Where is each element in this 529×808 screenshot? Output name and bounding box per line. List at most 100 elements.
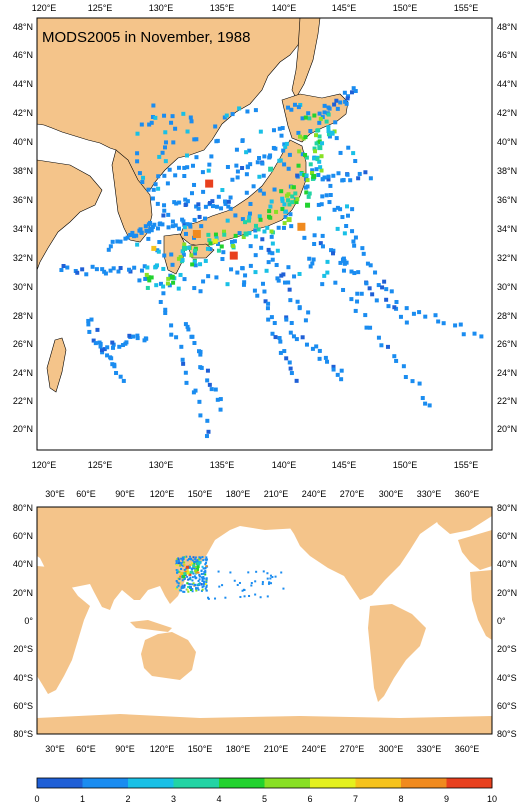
observation-cell bbox=[360, 246, 365, 251]
observation-cell bbox=[186, 575, 189, 578]
observation-cell bbox=[288, 330, 293, 335]
observation-cell bbox=[312, 233, 317, 238]
observation-cell bbox=[287, 202, 292, 207]
observation-cell bbox=[192, 582, 195, 585]
observation-cell bbox=[245, 109, 250, 114]
observation-cell bbox=[350, 229, 355, 234]
observation-cell bbox=[216, 194, 221, 199]
observation-cell bbox=[370, 292, 375, 297]
observation-cell bbox=[188, 222, 193, 227]
observation-cell bbox=[194, 155, 199, 160]
observation-cell bbox=[176, 570, 179, 573]
observation-cell bbox=[244, 150, 249, 155]
observation-cell bbox=[453, 323, 458, 328]
observation-cell bbox=[208, 201, 213, 206]
observation-cell bbox=[197, 349, 202, 354]
lon-label-125: 125°E bbox=[88, 3, 113, 13]
observation-cell bbox=[235, 270, 240, 275]
observation-cell bbox=[314, 344, 319, 349]
observation-cell bbox=[303, 135, 308, 140]
observation-cell bbox=[147, 278, 152, 283]
observation-cell bbox=[226, 199, 231, 204]
observation-cell bbox=[189, 570, 193, 574]
observation-cell bbox=[243, 273, 248, 278]
observation-cell bbox=[218, 407, 223, 412]
observation-cell bbox=[118, 266, 123, 271]
observation-cell bbox=[316, 172, 321, 177]
observation-cell bbox=[286, 217, 292, 223]
observation-cell bbox=[182, 575, 186, 579]
observation-cell bbox=[120, 343, 125, 348]
observation-cell bbox=[154, 283, 159, 288]
observation-cell bbox=[286, 198, 291, 203]
observation-cell bbox=[319, 202, 324, 207]
observation-cell bbox=[182, 277, 187, 282]
observation-cell bbox=[226, 204, 231, 209]
observation-cell bbox=[266, 301, 271, 306]
lat-label-left: 44°N bbox=[13, 79, 33, 89]
observation-cell bbox=[196, 206, 201, 211]
observation-cell bbox=[299, 171, 304, 176]
observation-cell bbox=[332, 207, 337, 212]
observation-cell bbox=[197, 588, 200, 591]
observation-cell bbox=[331, 367, 336, 372]
observation-cell bbox=[340, 215, 345, 220]
observation-cell bbox=[322, 175, 327, 180]
observation-cell bbox=[392, 354, 397, 359]
glon-label-top: 120°E bbox=[150, 489, 175, 499]
observation-cell bbox=[248, 244, 253, 249]
glon-label-bottom: 330°E bbox=[417, 744, 442, 754]
observation-cell bbox=[197, 214, 202, 219]
observation-cell bbox=[253, 270, 258, 275]
observation-cell bbox=[275, 276, 280, 281]
observation-cell bbox=[220, 257, 225, 262]
observation-cell bbox=[203, 204, 208, 209]
observation-cell bbox=[317, 356, 322, 361]
observation-cell bbox=[127, 267, 132, 272]
observation-cell bbox=[300, 335, 305, 340]
observation-cell bbox=[197, 579, 200, 582]
observation-cell bbox=[135, 242, 140, 247]
observation-cell bbox=[163, 130, 168, 135]
observation-cell bbox=[173, 173, 178, 178]
observation-cell bbox=[186, 559, 189, 562]
observation-cell bbox=[108, 355, 113, 360]
observation-cell bbox=[91, 338, 96, 343]
observation-cell bbox=[304, 173, 309, 178]
colorbar-labels: 0 1 2 3 4 5 6 7 8 9 10 bbox=[34, 794, 497, 804]
observation-cell bbox=[183, 322, 188, 327]
lon-label-130: 130°E bbox=[149, 460, 174, 470]
observation-cell bbox=[256, 227, 261, 232]
glon-label-bottom: 360°E bbox=[455, 744, 480, 754]
observation-cell bbox=[171, 140, 176, 145]
observation-cell bbox=[279, 273, 284, 278]
glat-label-left: 20°N bbox=[13, 588, 33, 598]
observation-cell bbox=[176, 165, 181, 170]
observation-cell bbox=[247, 231, 252, 236]
observation-cell bbox=[163, 159, 168, 164]
observation-cell bbox=[479, 334, 484, 339]
colorbar-label: 8 bbox=[398, 794, 403, 804]
observation-cell bbox=[306, 194, 311, 199]
lat-label-left: 42°N bbox=[13, 108, 33, 118]
observation-cell bbox=[363, 170, 368, 175]
observation-cell bbox=[182, 165, 187, 170]
observation-cell bbox=[205, 578, 208, 581]
observation-cell bbox=[274, 575, 277, 578]
observation-cell bbox=[261, 191, 266, 196]
observation-cell bbox=[157, 154, 162, 159]
observation-cell bbox=[241, 282, 246, 287]
observation-cell bbox=[189, 555, 192, 558]
observation-cell bbox=[257, 174, 262, 179]
observation-cell bbox=[385, 344, 390, 349]
observation-cell bbox=[342, 261, 347, 266]
observation-cell bbox=[280, 196, 285, 201]
observation-cell bbox=[322, 273, 327, 278]
observation-cell bbox=[276, 225, 281, 230]
observation-cell bbox=[224, 113, 229, 118]
glat-label-right: 60°N bbox=[497, 531, 517, 541]
observation-cell bbox=[175, 562, 178, 565]
observation-cell bbox=[326, 129, 331, 134]
observation-cell bbox=[346, 94, 351, 99]
observation-cell bbox=[194, 568, 197, 571]
